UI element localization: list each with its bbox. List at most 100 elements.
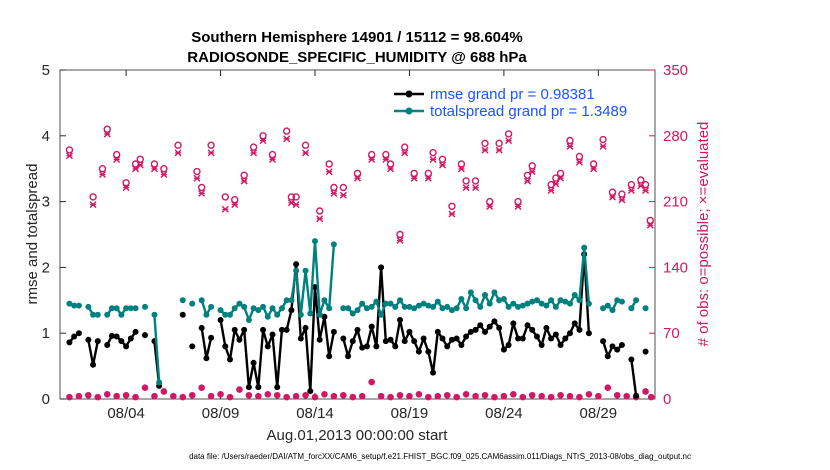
series-0-point [401,338,408,345]
series-1-point [255,307,262,314]
obs-possible-marker [231,196,239,204]
obs-low-marker [94,393,102,401]
series-1-point [231,305,238,312]
series-0-point [496,324,503,331]
series-1-point [156,379,163,386]
series-1-point [340,305,347,312]
series-1-point [66,300,73,307]
series-1-point [576,297,583,304]
series-1-point [85,303,92,310]
series-1-point [113,305,120,312]
series-1-point [633,297,640,304]
series-0-point [222,343,229,350]
series-0-point [519,335,526,342]
series-1-point [486,300,493,307]
series-0-point [614,346,621,353]
obs-possible-marker [316,207,324,215]
series-0-point [430,369,437,376]
series-1-point [538,300,545,307]
series-1-point [288,297,295,304]
obs-evaluated-marker [557,174,565,182]
obs-evaluated-marker [269,155,276,163]
series-1-point [260,303,267,310]
series-0-point [278,326,285,333]
series-0-point [118,338,125,345]
series-1-point [392,303,399,310]
series-1-point [179,297,186,304]
y-axis-left: 0 1 2 3 4 5 [42,62,66,408]
obs-low-marker [188,391,196,399]
obs-low-marker [160,388,168,395]
series-1-point [533,297,540,304]
obs-evaluated-marker [505,137,513,145]
series-0-point [524,322,531,329]
obs-low-marker [453,393,460,401]
series-1-point [208,303,215,310]
obs-low-marker [528,391,536,399]
obs-low-marker [613,391,621,399]
y-axis-right-label: # of obs: o=possible; ×=evaluated [695,122,712,347]
obs-evaluated-marker [113,155,121,163]
series-1-point [420,300,427,307]
obs-evaluated-marker [325,168,333,176]
series-lines [66,238,649,399]
series-1-point [463,305,470,312]
obs-low-marker [425,393,432,401]
series-0-point [576,326,583,333]
series-1-point [278,305,285,312]
obs-possible-marker [249,143,258,151]
obs-possible-marker [608,188,617,196]
series-0-point [425,348,432,355]
series-0-point [321,313,328,320]
series-0-point [453,335,460,342]
obs-low-marker [491,393,498,401]
obs-possible-marker [174,141,182,149]
series-1-point [151,311,158,318]
obs-evaluated-marker [429,155,437,163]
obs-evaluated-marker [250,149,258,157]
series-1-point [496,297,503,304]
obs-evaluated-marker [439,161,446,169]
obs-low-marker [103,391,111,398]
series-0-point [208,334,215,341]
series-1-point [453,305,460,312]
obs-count-markers [65,125,655,401]
obs-possible-marker [160,164,168,173]
obs-low-marker [510,391,517,398]
obs-low-marker [151,392,158,400]
series-0-point [349,338,356,345]
y-right-tick-label: 350 [663,62,688,79]
obs-evaluated-marker [524,177,531,185]
series-1-point [94,311,101,318]
series-1-point [269,305,276,312]
series-1-point [628,305,635,312]
obs-possible-marker [523,171,532,179]
obs-possible-marker [112,150,121,159]
obs-evaluated-marker [103,130,111,138]
series-0-point [510,320,517,327]
series-1-point [302,267,309,274]
series-1-point [505,303,512,310]
obs-possible-marker [424,169,433,178]
series-0-point [397,317,403,324]
series-0-point [378,264,385,271]
obs-possible-marker [193,167,201,176]
series-0-point [505,342,512,349]
series-1-point [316,311,323,318]
series-1-point [482,292,488,299]
series-0-point [567,330,573,337]
series-0-point [354,326,361,333]
series-0-point [500,346,507,353]
obs-low-marker [264,391,272,398]
series-1-point [581,244,588,251]
series-1-point [297,311,304,318]
y-axis-label: rmse and totalspread [24,164,41,305]
obs-low-marker [406,392,413,400]
series-1-point [406,303,413,310]
series-1-point [515,303,522,310]
series-1-point [354,307,361,314]
series-1-point [571,292,578,299]
obs-possible-marker [627,180,636,189]
obs-low-marker [387,393,394,401]
series-1-point [189,300,196,307]
